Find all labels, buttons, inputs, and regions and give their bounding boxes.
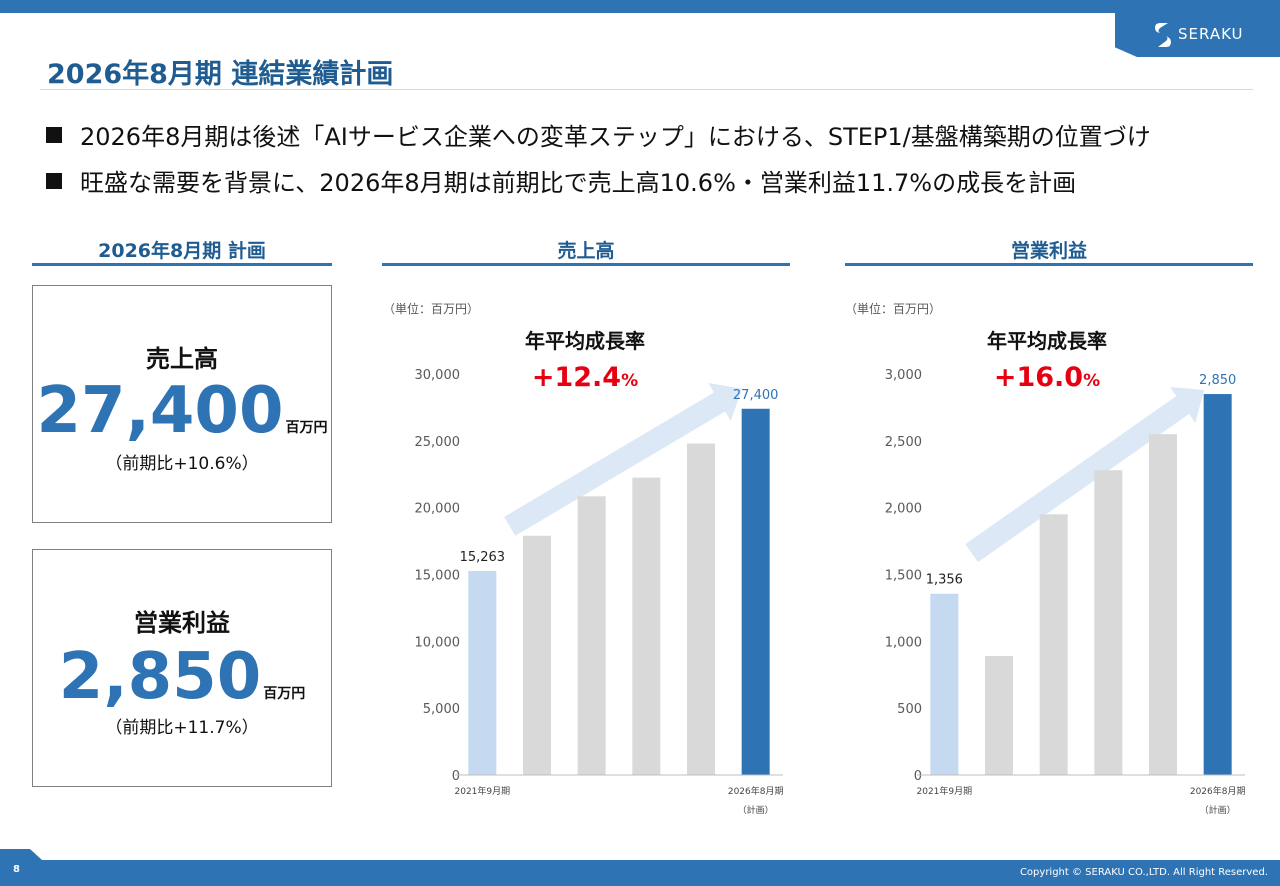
copyright: Copyright © SERAKU CO.,LTD. All Right Re… bbox=[1019, 867, 1268, 878]
page-title: 2026年8月期 連結業績計画 bbox=[47, 59, 394, 90]
y-tick-label: 3,000 bbox=[885, 368, 922, 383]
square-bullet-icon bbox=[46, 173, 62, 189]
y-tick-label: 2,000 bbox=[885, 502, 922, 517]
unit-note: （単位：百万円） bbox=[845, 301, 941, 316]
x-tick-note: （計画） bbox=[1200, 804, 1236, 816]
kpi-unit: 百万円 bbox=[263, 686, 306, 702]
x-tick-label: 2021年9月期 bbox=[917, 785, 973, 797]
x-tick-label: 2026年8月期 bbox=[1190, 785, 1246, 797]
square-bullet-icon bbox=[46, 127, 62, 143]
x-tick-note: （計画） bbox=[738, 804, 774, 816]
y-tick-label: 30,000 bbox=[415, 368, 461, 383]
cagr-label: 年平均成長率 bbox=[525, 329, 645, 353]
title-divider bbox=[40, 89, 1253, 90]
y-tick-label: 10,000 bbox=[415, 635, 461, 650]
bar bbox=[523, 535, 551, 775]
bar bbox=[468, 570, 497, 775]
kpi-value: 2,850 百万円 bbox=[33, 645, 331, 709]
y-tick-label: 20,000 bbox=[415, 502, 461, 517]
bar-value-label: 1,356 bbox=[926, 573, 963, 588]
kpi-unit: 百万円 bbox=[285, 420, 328, 436]
bar bbox=[687, 443, 715, 775]
growth-arrow bbox=[504, 383, 742, 536]
sales-kpi-card: 売上高 27,400 百万円 （前期比+10.6%） bbox=[32, 285, 332, 523]
page-number-tab bbox=[0, 849, 42, 886]
bar bbox=[1039, 514, 1068, 775]
unit-note: （単位：百万円） bbox=[383, 301, 479, 316]
bar bbox=[741, 408, 770, 775]
page-number: 8 bbox=[13, 864, 20, 875]
cagr-value: +16.0% bbox=[994, 362, 1100, 393]
y-tick-label: 0 bbox=[452, 769, 460, 784]
cagr-percent: % bbox=[1083, 371, 1100, 391]
seraku-s-icon bbox=[1155, 23, 1171, 47]
y-tick-label: 25,000 bbox=[415, 435, 461, 450]
bar bbox=[1149, 434, 1177, 775]
y-tick-label: 1,000 bbox=[885, 635, 922, 650]
top-accent-bar bbox=[0, 0, 1280, 13]
y-tick-label: 5,000 bbox=[423, 702, 460, 717]
y-tick-label: 0 bbox=[914, 769, 922, 784]
kpi-value: 27,400 百万円 bbox=[33, 379, 331, 443]
sales-chart: （単位：百万円） 年平均成長率 +12.4% 0 5,000 10,000 15,000 20… bbox=[383, 301, 784, 816]
cagr-value: +12.4% bbox=[532, 362, 638, 393]
op-kpi-card: 営業利益 2,850 百万円 （前期比+11.7%） bbox=[32, 549, 332, 787]
bullet-text: 旺盛な需要を背景に、2026年8月期は前期比で売上高10.6%・営業利益11.7… bbox=[80, 169, 1077, 197]
bar bbox=[985, 656, 1013, 775]
y-tick-label: 500 bbox=[897, 702, 922, 717]
bar bbox=[1203, 394, 1232, 775]
y-tick-label: 1,500 bbox=[885, 569, 922, 584]
cagr-number: +16.0 bbox=[994, 362, 1083, 393]
kpi-yoy: （前期比+10.6%） bbox=[105, 454, 259, 474]
bar bbox=[930, 593, 959, 775]
x-tick-label: 2026年8月期 bbox=[728, 785, 784, 797]
kpi-label: 営業利益 bbox=[134, 609, 230, 637]
y-tick-label: 2,500 bbox=[885, 435, 922, 450]
kpi-number: 27,400 bbox=[36, 374, 284, 448]
bar-value-label: 2,850 bbox=[1199, 373, 1236, 388]
bar bbox=[577, 496, 606, 775]
op-chart: （単位：百万円） 年平均成長率 +16.0% 0 500 1,000 1,500 2,000 2… bbox=[845, 301, 1246, 816]
growth-arrow bbox=[965, 387, 1204, 563]
bar-value-label: 27,400 bbox=[733, 388, 779, 403]
footer-bar bbox=[0, 860, 1280, 886]
bullet-text: 2026年8月期は後述「AIサービス企業への変革ステップ」における、STEP1/… bbox=[80, 123, 1151, 151]
cagr-label: 年平均成長率 bbox=[987, 329, 1107, 353]
bullet-item: 旺盛な需要を背景に、2026年8月期は前期比で売上高10.6%・営業利益11.7… bbox=[46, 163, 1076, 198]
sales-chart-heading: 売上高 bbox=[382, 236, 790, 266]
bar-value-label: 15,263 bbox=[460, 550, 506, 565]
bar bbox=[1094, 470, 1123, 775]
brand-name: SERAKU bbox=[1178, 25, 1244, 43]
bar bbox=[632, 477, 661, 775]
kpi-yoy: （前期比+11.7%） bbox=[105, 718, 259, 738]
plan-heading: 2026年8月期 計画 bbox=[32, 236, 332, 266]
cagr-percent: % bbox=[621, 371, 638, 391]
x-tick-label: 2021年9月期 bbox=[455, 785, 511, 797]
y-tick-label: 15,000 bbox=[415, 569, 461, 584]
brand-logo: SERAKU bbox=[1115, 13, 1280, 57]
op-chart-heading: 営業利益 bbox=[845, 236, 1253, 266]
cagr-number: +12.4 bbox=[532, 362, 621, 393]
kpi-label: 売上高 bbox=[146, 345, 218, 373]
bullet-item: 2026年8月期は後述「AIサービス企業への変革ステップ」における、STEP1/… bbox=[46, 117, 1151, 152]
kpi-number: 2,850 bbox=[58, 640, 262, 714]
